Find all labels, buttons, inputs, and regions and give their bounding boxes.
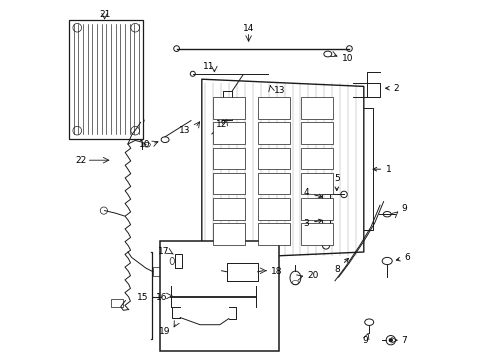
Text: 6: 6	[396, 253, 410, 262]
Bar	[213, 122, 245, 144]
Bar	[153, 267, 168, 276]
Bar	[258, 122, 290, 144]
Text: 17: 17	[158, 248, 170, 256]
Bar	[213, 173, 245, 194]
Text: 19: 19	[159, 328, 170, 336]
Text: 9: 9	[363, 336, 368, 345]
Bar	[213, 198, 245, 220]
Bar	[301, 122, 333, 144]
Bar	[258, 198, 290, 220]
Bar	[213, 97, 245, 119]
Text: 5: 5	[334, 174, 340, 190]
Bar	[111, 299, 123, 307]
Bar	[301, 97, 333, 119]
Bar	[213, 223, 245, 245]
Bar	[160, 241, 279, 351]
Circle shape	[389, 338, 393, 342]
Bar	[258, 148, 290, 169]
Text: 8: 8	[334, 258, 348, 275]
Text: 10: 10	[139, 140, 150, 149]
Text: 4: 4	[303, 188, 322, 198]
Bar	[69, 20, 143, 139]
Bar	[301, 223, 333, 245]
Text: 16: 16	[156, 292, 168, 302]
Text: 13: 13	[179, 126, 190, 135]
Text: 15: 15	[137, 292, 148, 302]
Text: 3: 3	[303, 219, 322, 228]
Bar	[258, 97, 290, 119]
Text: 1: 1	[373, 165, 392, 174]
Text: 11: 11	[203, 62, 215, 71]
Bar	[301, 198, 333, 220]
Bar	[213, 148, 245, 169]
Bar	[301, 148, 333, 169]
Bar	[258, 173, 290, 194]
Text: 21: 21	[99, 10, 110, 19]
Text: 7: 7	[402, 336, 407, 345]
Text: 13: 13	[274, 86, 285, 95]
Bar	[258, 223, 290, 245]
Text: 12: 12	[216, 120, 227, 129]
Text: 14: 14	[243, 24, 254, 33]
Text: 22: 22	[76, 156, 87, 165]
Text: 20: 20	[307, 271, 318, 280]
Text: 18: 18	[271, 267, 282, 276]
Text: 10: 10	[342, 54, 353, 63]
Text: 9: 9	[402, 204, 407, 213]
Bar	[301, 173, 333, 194]
Text: 2: 2	[386, 84, 399, 93]
